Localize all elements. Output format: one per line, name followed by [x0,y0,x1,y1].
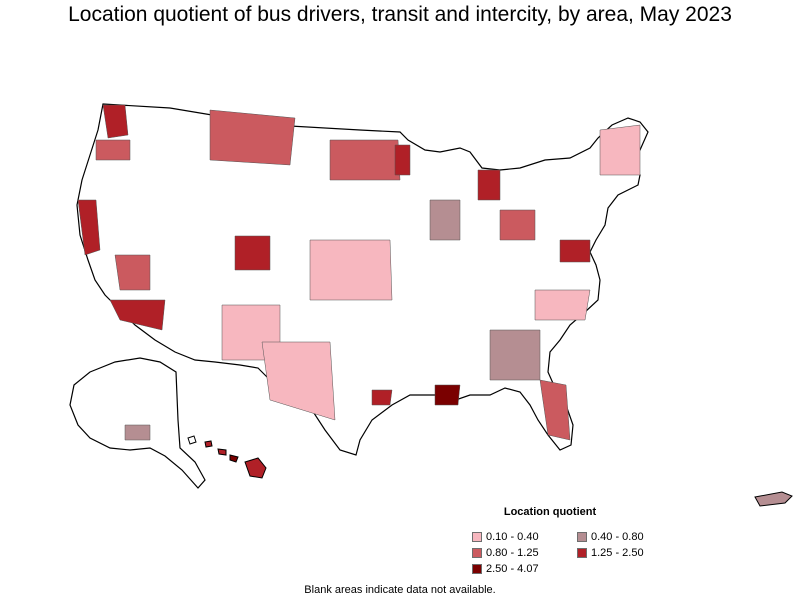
legend-label: 0.80 - 1.25 [486,547,539,559]
area-colorado [234,235,271,271]
area-texas [261,341,336,421]
area-california-north [77,199,101,256]
area-minneapolis [394,144,411,176]
legend-item-0-40-0-80: 0.40 - 0.80 [577,530,644,544]
area-houston [371,389,393,406]
legend-swatch [472,564,482,574]
area-nevada-south [114,254,151,291]
area-louisiana [434,384,461,406]
legend-item-0-80-1-25: 0.80 - 1.25 [472,546,539,560]
area-ohio [499,209,536,241]
legend-label: 0.40 - 0.80 [591,531,644,543]
legend-item-1-25-2-50: 1.25 - 2.50 [577,546,644,560]
legend-label: 0.10 - 0.40 [486,531,539,543]
puerto-rico [754,491,793,507]
area-seattle [102,104,129,139]
area-georgia [489,329,541,381]
footnote: Blank areas indicate data not available. [304,584,496,596]
map-title: Location quotient of bus drivers, transi… [68,3,732,26]
legend-title: Location quotient [503,506,597,518]
hawaii-islands [187,435,267,479]
area-minnesota-north [329,139,401,181]
legend-item-0-10-0-40: 0.10 - 0.40 [472,530,539,544]
legend-item-2-50-4-07: 2.50 - 4.07 [472,562,539,576]
area-michigan [477,169,501,201]
legend-label: 1.25 - 2.50 [591,547,644,559]
area-carolinas [534,289,591,321]
legend-swatch [472,532,482,542]
area-kansas [309,239,393,301]
area-virginia [559,239,591,263]
area-regions [77,104,641,441]
area-florida [539,379,571,441]
area-portland [95,139,131,161]
area-new-england [599,124,641,176]
legend-swatch [472,548,482,558]
area-montana [209,109,296,166]
alaska-outline [69,357,206,489]
area-illinois [429,199,461,241]
legend-swatch [577,548,587,558]
area-california-south [109,299,166,331]
area-alaska-south [124,424,151,441]
legend-label: 2.50 - 4.07 [486,563,539,575]
legend-swatch [577,532,587,542]
